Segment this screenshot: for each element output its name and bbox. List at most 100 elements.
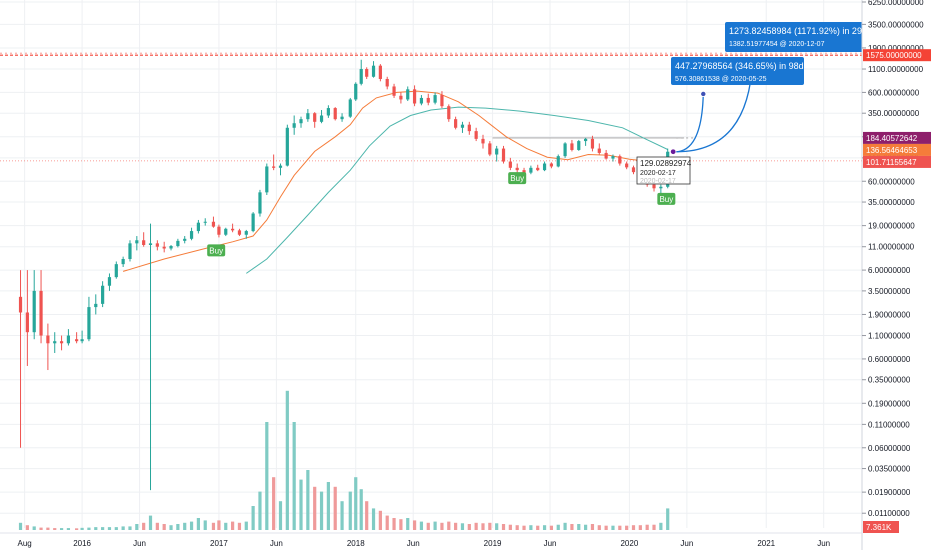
candle-body: [563, 143, 567, 157]
candle-body: [272, 166, 276, 168]
projection-sublabel: 576.30861538 @ 2020-05-25: [675, 76, 767, 83]
candle-body: [542, 163, 547, 171]
candle-body: [495, 148, 499, 155]
volume-bar: [412, 520, 417, 530]
x-tick-label: Jun: [133, 539, 146, 548]
volume-bar: [563, 522, 567, 530]
target-price-tag-bg: [863, 49, 931, 62]
volume-bar: [25, 525, 29, 530]
volume-bar: [460, 523, 465, 530]
candle-body: [584, 138, 588, 142]
volume-bar: [447, 521, 451, 530]
candle-body: [101, 285, 105, 304]
volume-bar: [155, 522, 159, 530]
y-tick-label: 350.00000000: [868, 109, 920, 118]
candle-body: [392, 86, 396, 96]
volume-bar: [32, 526, 36, 530]
volume-bar: [211, 522, 216, 530]
candle-body: [278, 165, 283, 168]
y-tick-label: 3.50000000: [868, 287, 911, 296]
volume-bar: [94, 527, 98, 530]
candle-body: [412, 89, 417, 104]
volume-bar: [319, 491, 324, 530]
candle-body: [142, 240, 146, 245]
volume-bar: [625, 525, 629, 530]
volume-bar: [474, 522, 478, 530]
y-tick-label: 6250.00000000: [868, 0, 924, 7]
volume-bar: [529, 525, 533, 530]
volume-bar: [556, 524, 560, 530]
y-tick-label: 11.00000000: [868, 243, 915, 252]
candle-body: [326, 108, 330, 116]
candle-body: [148, 243, 153, 245]
x-tick-label: Aug: [18, 539, 32, 548]
projection-target-dot: [700, 90, 707, 97]
volume-bar: [313, 486, 317, 530]
y-axis-background: [862, 0, 932, 550]
current-price-tag: 184.40572642: [866, 134, 918, 143]
volume-bar: [326, 482, 330, 530]
candle-body: [625, 163, 629, 168]
candle-body: [556, 156, 560, 167]
volume-bar: [169, 525, 173, 530]
ma-slow-price-tag: 136.56464653: [866, 146, 918, 155]
candle-body: [183, 238, 187, 241]
buy-signal-label: Buy: [209, 246, 223, 255]
volume-bar: [604, 525, 608, 530]
volume-bar: [549, 525, 554, 530]
candle-body: [340, 116, 344, 120]
candle-body: [237, 230, 242, 235]
x-tick-label: Jun: [544, 539, 557, 548]
y-tick-label: 0.06000000: [868, 444, 911, 453]
candle-body: [121, 258, 125, 265]
candle-body: [169, 246, 173, 249]
volume-bar: [385, 515, 389, 530]
cursor-box: [636, 156, 691, 185]
candle-body: [454, 119, 458, 128]
buy-signal-badge: [657, 192, 676, 205]
volume-bar: [359, 489, 363, 530]
candle-body: [440, 95, 444, 107]
x-tick-label: 2021: [757, 539, 775, 548]
y-tick-label: 0.01100000: [868, 509, 910, 518]
volume-bar: [577, 524, 581, 530]
candle-body: [348, 99, 352, 117]
volume-bar: [265, 422, 269, 530]
x-tick-label: 2017: [210, 539, 228, 548]
volume-bar: [18, 522, 23, 530]
y-tick-label: 1900.00000000: [868, 44, 924, 53]
volume-bar: [66, 528, 71, 530]
candle-body: [75, 339, 79, 342]
y-tick-label: 0.35000000: [868, 376, 911, 385]
y-tick-label: 600.00000000: [868, 88, 920, 97]
volume-bar: [333, 486, 337, 530]
volume-bar: [189, 521, 194, 530]
volume-bar: [114, 527, 118, 530]
candle-body: [162, 246, 166, 249]
candle-body: [467, 124, 471, 132]
volume-bar: [348, 491, 352, 530]
candle-body: [128, 243, 132, 259]
volume-bar: [196, 518, 200, 530]
volume-bar: [454, 522, 458, 530]
candle-body: [570, 143, 574, 150]
volume-bar: [306, 470, 310, 530]
volume-bar: [508, 524, 512, 530]
volume-bar: [611, 525, 615, 530]
x-tick-label: Jun: [270, 539, 283, 548]
candle-body: [107, 277, 112, 286]
volume-bar: [597, 525, 601, 530]
candle-body: [481, 138, 485, 144]
volume-bar: [481, 523, 485, 530]
volume-bar: [128, 526, 132, 530]
candle-body: [501, 148, 506, 162]
candle-body: [488, 143, 492, 155]
candle-body: [406, 89, 410, 100]
ma-fast-price-tag: 101.71155647: [866, 158, 917, 167]
projection-origin-dot: [669, 148, 677, 155]
candle-body: [32, 290, 36, 333]
buy-signal-badge: [508, 172, 527, 185]
volume-bar: [231, 521, 235, 530]
